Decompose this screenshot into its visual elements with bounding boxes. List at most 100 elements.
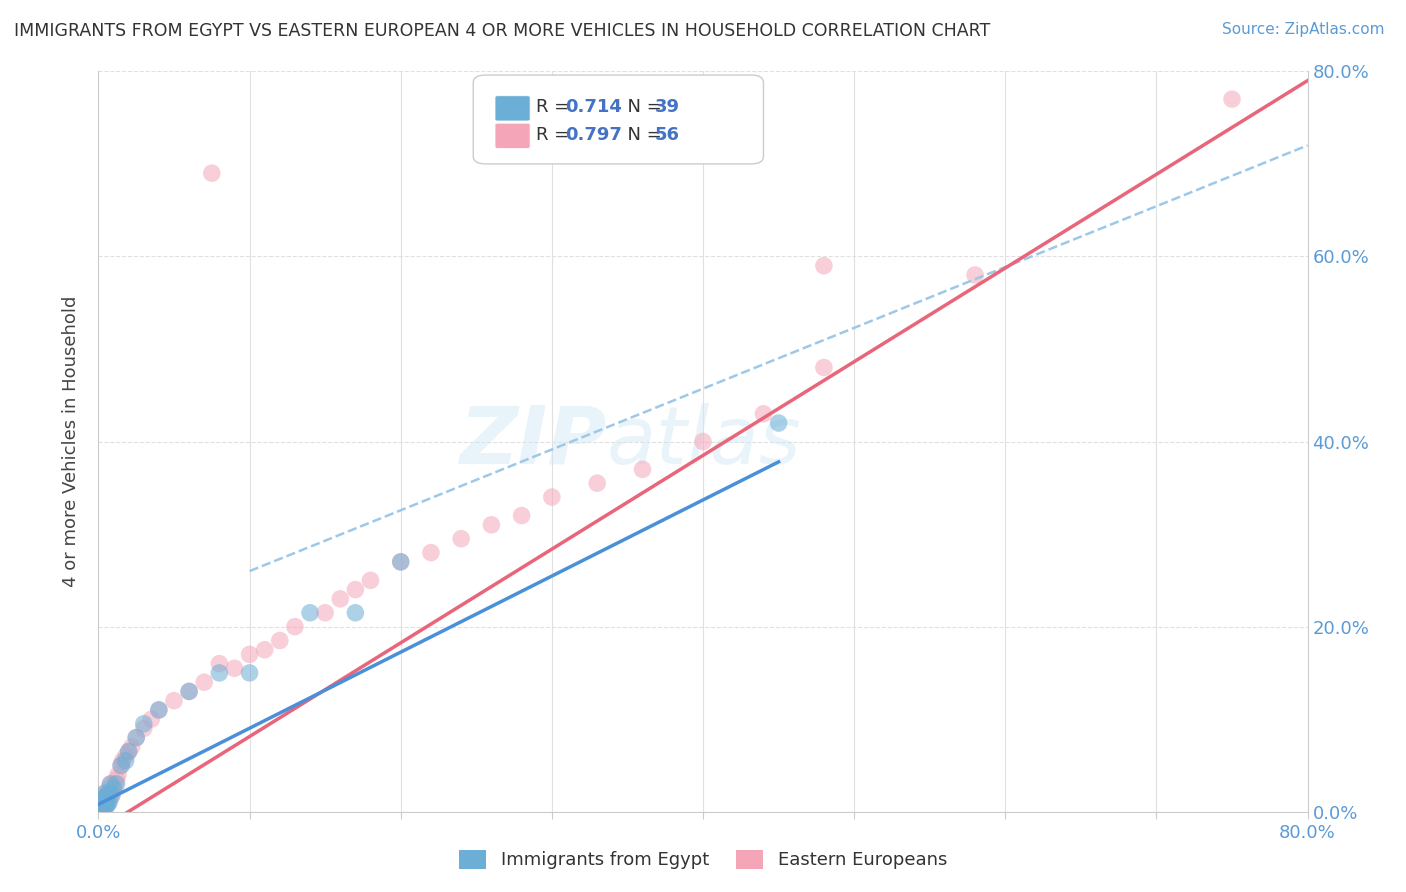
Point <box>253 642 276 657</box>
Text: R =: R = <box>536 126 575 144</box>
Text: N =: N = <box>616 126 668 144</box>
Point <box>89 800 111 814</box>
Point <box>118 745 141 759</box>
Text: IMMIGRANTS FROM EGYPT VS EASTERN EUROPEAN 4 OR MORE VEHICLES IN HOUSEHOLD CORREL: IMMIGRANTS FROM EGYPT VS EASTERN EUROPEA… <box>14 22 990 40</box>
Legend: Immigrants from Egypt, Eastern Europeans: Immigrants from Egypt, Eastern Europeans <box>450 841 956 879</box>
Point <box>118 745 141 759</box>
Point <box>105 777 128 791</box>
Point <box>90 796 112 810</box>
Point <box>813 259 835 273</box>
Point <box>752 407 775 421</box>
Point <box>450 532 472 546</box>
Text: R =: R = <box>536 98 575 116</box>
Point <box>96 788 118 802</box>
Point <box>420 545 443 560</box>
Point <box>360 574 382 588</box>
Text: 39: 39 <box>655 98 679 116</box>
Point <box>96 796 118 810</box>
Point <box>100 777 122 791</box>
Point <box>510 508 533 523</box>
Point <box>93 796 115 810</box>
Text: 56: 56 <box>655 126 679 144</box>
Point <box>91 800 114 814</box>
Point <box>90 799 112 814</box>
Point <box>299 606 322 620</box>
Point <box>132 722 155 736</box>
Point <box>93 790 115 805</box>
Point <box>94 786 117 800</box>
Point <box>91 797 114 812</box>
Point <box>100 777 122 791</box>
Point <box>101 788 124 802</box>
Point <box>269 633 291 648</box>
Point <box>329 591 352 606</box>
Point <box>193 675 215 690</box>
Y-axis label: 4 or more Vehicles in Household: 4 or more Vehicles in Household <box>62 296 80 587</box>
Point <box>201 166 224 180</box>
Point <box>965 268 987 282</box>
Point <box>110 758 132 772</box>
Point <box>96 788 118 802</box>
Point <box>103 781 125 796</box>
Point <box>481 517 503 532</box>
Text: ZIP: ZIP <box>458 402 606 481</box>
Text: atlas: atlas <box>606 402 801 481</box>
Point <box>90 799 112 814</box>
Point <box>692 434 714 449</box>
Point <box>103 781 125 796</box>
Point <box>96 797 118 812</box>
Point <box>114 754 136 768</box>
Point <box>89 797 111 812</box>
Point <box>91 797 114 811</box>
Text: Source: ZipAtlas.com: Source: ZipAtlas.com <box>1222 22 1385 37</box>
Point <box>93 786 115 800</box>
Point <box>93 796 115 810</box>
Point <box>239 648 262 662</box>
Point <box>91 798 114 813</box>
Point <box>100 790 122 805</box>
Text: N =: N = <box>616 98 668 116</box>
Point <box>104 777 127 791</box>
Point <box>344 606 367 620</box>
Point <box>110 758 132 772</box>
Point <box>98 796 121 810</box>
Point <box>121 739 143 754</box>
Point <box>90 796 112 810</box>
Point <box>90 801 112 815</box>
Point <box>239 665 262 680</box>
Point <box>93 799 115 814</box>
Point <box>125 731 148 745</box>
Point <box>179 684 201 698</box>
Point <box>98 786 121 800</box>
Point <box>90 794 112 808</box>
Point <box>179 684 201 698</box>
Point <box>631 462 654 476</box>
FancyBboxPatch shape <box>474 75 763 164</box>
Point <box>114 749 136 764</box>
Point <box>107 767 129 781</box>
Point <box>586 476 609 491</box>
Point <box>1220 92 1243 106</box>
Point <box>148 703 170 717</box>
Text: 0.797: 0.797 <box>565 126 621 144</box>
Point <box>101 786 124 800</box>
Point <box>98 781 121 796</box>
Point <box>314 606 336 620</box>
Point <box>89 802 111 816</box>
FancyBboxPatch shape <box>495 95 530 121</box>
Point <box>94 794 117 808</box>
Point <box>208 657 231 671</box>
Point <box>284 619 307 633</box>
Point <box>91 794 114 808</box>
Point <box>105 772 128 787</box>
Point <box>389 555 412 569</box>
Point <box>208 665 231 680</box>
Point <box>90 797 112 812</box>
Point <box>94 797 117 812</box>
Point <box>148 703 170 717</box>
FancyBboxPatch shape <box>495 123 530 148</box>
Point <box>94 800 117 814</box>
Point <box>768 416 790 430</box>
Point <box>141 712 163 726</box>
Point <box>89 798 111 813</box>
